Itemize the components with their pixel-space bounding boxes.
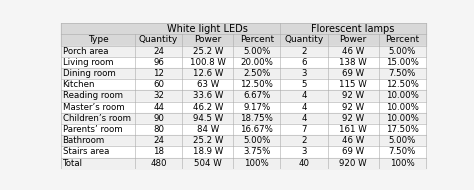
Text: 5.00%: 5.00%	[243, 136, 271, 145]
Text: 84 W: 84 W	[197, 125, 219, 134]
Text: 6: 6	[301, 58, 307, 67]
Text: 92 W: 92 W	[342, 91, 364, 101]
Text: 92 W: 92 W	[342, 114, 364, 123]
Text: 10.00%: 10.00%	[386, 103, 419, 112]
Text: Parents’ room: Parents’ room	[63, 125, 122, 134]
Text: Dining room: Dining room	[63, 69, 115, 78]
Text: 92 W: 92 W	[342, 103, 364, 112]
Text: White light LEDs: White light LEDs	[167, 24, 248, 34]
Text: 90: 90	[153, 114, 164, 123]
Text: 2.50%: 2.50%	[243, 69, 271, 78]
Text: 33.6 W: 33.6 W	[192, 91, 223, 101]
Text: 69 W: 69 W	[342, 69, 364, 78]
Text: Stairs area: Stairs area	[63, 147, 109, 157]
Text: 4: 4	[301, 103, 307, 112]
Text: 3.75%: 3.75%	[243, 147, 271, 157]
Text: 12: 12	[153, 69, 164, 78]
Text: 24: 24	[153, 47, 164, 56]
Text: Living room: Living room	[63, 58, 113, 67]
Text: 100%: 100%	[245, 159, 269, 168]
Text: 4: 4	[301, 114, 307, 123]
Text: Reading room: Reading room	[63, 91, 123, 101]
Text: 12.50%: 12.50%	[240, 80, 273, 89]
Text: 18: 18	[153, 147, 164, 157]
Text: 5.00%: 5.00%	[389, 136, 416, 145]
Text: Type: Type	[88, 35, 109, 44]
Text: 100%: 100%	[390, 159, 415, 168]
Text: 2: 2	[301, 136, 307, 145]
Text: 17.50%: 17.50%	[386, 125, 419, 134]
Text: 60: 60	[153, 80, 164, 89]
Text: Porch area: Porch area	[63, 47, 108, 56]
Text: 20.00%: 20.00%	[240, 58, 273, 67]
Text: 15.00%: 15.00%	[386, 58, 419, 67]
Text: 18.9 W: 18.9 W	[192, 147, 223, 157]
Text: 10.00%: 10.00%	[386, 91, 419, 101]
Text: 920 W: 920 W	[339, 159, 367, 168]
Text: 24: 24	[153, 136, 164, 145]
Text: 9.17%: 9.17%	[243, 103, 271, 112]
Text: 12.6 W: 12.6 W	[192, 69, 223, 78]
Text: 25.2 W: 25.2 W	[192, 136, 223, 145]
Text: 7.50%: 7.50%	[389, 147, 416, 157]
Text: 18.75%: 18.75%	[240, 114, 273, 123]
Text: Total: Total	[63, 159, 82, 168]
Text: Power: Power	[339, 35, 367, 44]
Text: Master’s room: Master’s room	[63, 103, 124, 112]
Text: 94.5 W: 94.5 W	[192, 114, 223, 123]
Text: 480: 480	[150, 159, 167, 168]
Text: 5.00%: 5.00%	[389, 47, 416, 56]
Text: Quantity: Quantity	[139, 35, 178, 44]
Text: Children’s room: Children’s room	[63, 114, 130, 123]
Text: 100.8 W: 100.8 W	[190, 58, 226, 67]
Text: 44: 44	[153, 103, 164, 112]
Text: 3: 3	[301, 69, 307, 78]
Text: 32: 32	[153, 91, 164, 101]
Text: 7.50%: 7.50%	[389, 69, 416, 78]
Text: Percent: Percent	[385, 35, 419, 44]
Text: 69 W: 69 W	[342, 147, 364, 157]
Text: 46 W: 46 W	[342, 136, 365, 145]
Text: Florescent lamps: Florescent lamps	[311, 24, 395, 34]
Text: 4: 4	[301, 91, 307, 101]
Text: 12.50%: 12.50%	[386, 80, 419, 89]
Text: Quantity: Quantity	[284, 35, 324, 44]
Text: 504 W: 504 W	[194, 159, 221, 168]
Text: 115 W: 115 W	[339, 80, 367, 89]
Text: 138 W: 138 W	[339, 58, 367, 67]
Text: 5.00%: 5.00%	[243, 47, 271, 56]
Text: 63 W: 63 W	[197, 80, 219, 89]
Text: 6.67%: 6.67%	[243, 91, 271, 101]
Text: 46.2 W: 46.2 W	[192, 103, 223, 112]
Text: 161 W: 161 W	[339, 125, 367, 134]
Text: 7: 7	[301, 125, 307, 134]
Text: 3: 3	[301, 147, 307, 157]
Text: 10.00%: 10.00%	[386, 114, 419, 123]
Text: Percent: Percent	[240, 35, 274, 44]
Text: Kitchen: Kitchen	[63, 80, 95, 89]
Text: Power: Power	[194, 35, 221, 44]
Text: 96: 96	[153, 58, 164, 67]
Text: 5: 5	[301, 80, 307, 89]
Text: 2: 2	[301, 47, 307, 56]
Text: 80: 80	[153, 125, 164, 134]
Text: 40: 40	[299, 159, 310, 168]
Text: 25.2 W: 25.2 W	[192, 47, 223, 56]
Text: Bathroom: Bathroom	[63, 136, 105, 145]
Text: 16.67%: 16.67%	[240, 125, 273, 134]
Text: 46 W: 46 W	[342, 47, 365, 56]
